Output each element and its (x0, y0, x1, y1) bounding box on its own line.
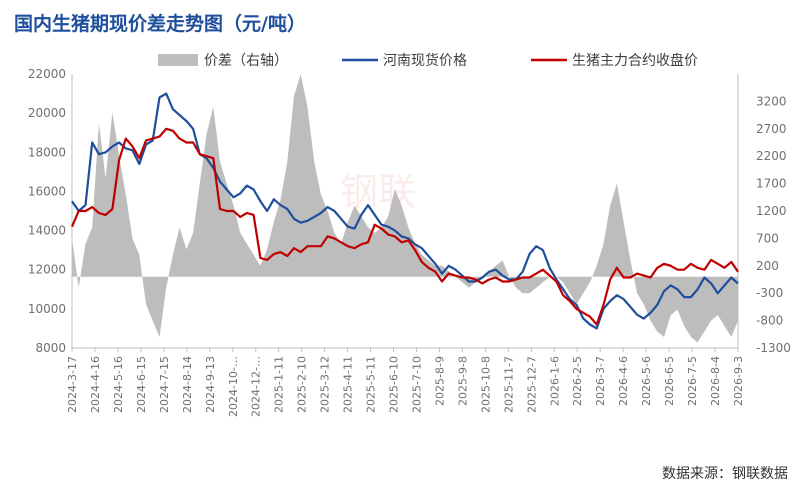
right-tick-label: 2700 (756, 122, 787, 136)
source-note: 数据来源：钢联数据 (662, 466, 788, 482)
x-tick-label: 2025-3-12 (319, 356, 332, 413)
legend: 价差（右轴） 河南现货价格 生猪主力合约收盘价 (158, 52, 698, 69)
x-tick-label: 2026-3-7 (594, 356, 607, 406)
spread-area (72, 74, 738, 343)
left-tick-label: 20000 (28, 106, 66, 120)
right-tick-label: 700 (756, 231, 779, 245)
x-tick-label: 2026-8-4 (709, 356, 722, 406)
x-tick-label: 2026-9-3 (732, 356, 745, 406)
legend-label-spread: 价差（右轴） (204, 53, 288, 69)
right-tick-label: 200 (756, 259, 779, 273)
x-axis-ticks: 2024-3-17 2024-4-16 2024-5-16 2024-6-15 2024… (66, 348, 745, 417)
x-tick-label: 2025-11-7 (502, 356, 515, 413)
x-tick-label: 2025-7-10 (410, 356, 423, 413)
x-tick-label: 2026-2-5 (571, 356, 584, 406)
chart-title: 国内生猪期现价差走势图（元/吨） (14, 12, 306, 35)
right-tick-label: 1200 (756, 204, 787, 218)
legend-label-spot: 河南现货价格 (383, 52, 467, 69)
spread-area-layer (72, 74, 738, 343)
left-tick-label: 12000 (28, 263, 66, 277)
x-tick-label: 2025-12-7 (525, 356, 538, 413)
right-tick-label: -1300 (756, 341, 791, 355)
left-tick-label: 14000 (28, 224, 66, 238)
x-tick-label: 2024-10-… (227, 356, 240, 417)
x-tick-label: 2024-6-15 (135, 356, 148, 413)
x-tick-label: 2024-4-16 (89, 356, 102, 413)
x-tick-label: 2026-4-6 (617, 356, 630, 406)
x-tick-label: 2025-10-8 (479, 356, 492, 413)
x-tick-label: 2024-7-15 (158, 356, 171, 413)
x-tick-label: 2024-5-16 (112, 356, 125, 413)
x-tick-label: 2024-12-… (250, 356, 263, 417)
price-lines-layer (70, 92, 739, 330)
axes (71, 74, 739, 349)
right-tick-label: 2200 (756, 149, 787, 163)
x-tick-label: 2026-6-5 (663, 356, 676, 406)
x-tick-label: 2024-8-14 (181, 356, 194, 413)
spot-price-line (71, 92, 739, 330)
left-tick-label: 18000 (28, 145, 66, 159)
x-tick-label: 2025-6-10 (388, 356, 401, 413)
legend-label-futures: 生猪主力合约收盘价 (572, 52, 698, 69)
x-tick-label: 2026-1-6 (548, 356, 561, 406)
watermark: 钢联 (340, 170, 416, 214)
right-tick-label: -800 (756, 314, 783, 328)
futures-price-line (70, 127, 739, 326)
left-tick-label: 8000 (35, 341, 66, 355)
right-tick-label: -300 (756, 286, 783, 300)
x-tick-label: 2025-5-11 (365, 356, 378, 413)
legend-swatch-spread (158, 54, 198, 66)
right-tick-label: 3200 (756, 94, 787, 108)
x-tick-label: 2025-8-9 (433, 356, 446, 406)
x-tick-label: 2024-3-17 (66, 356, 79, 413)
x-tick-label: 2026-5-6 (640, 356, 653, 406)
right-axis-ticks: -1300 -800 -300 200 700 1200 1700 2200 2700 3200 (756, 94, 791, 355)
left-tick-label: 22000 (28, 67, 66, 81)
left-tick-label: 10000 (28, 302, 66, 316)
x-tick-label: 2025-4-11 (342, 356, 355, 413)
right-tick-label: 1700 (756, 177, 787, 191)
x-tick-label: 2026-7-5 (686, 356, 699, 406)
left-axis-ticks: 8000 10000 12000 14000 16000 18000 20000 22000 (28, 67, 66, 355)
x-tick-label: 2025-2-10 (296, 356, 309, 413)
x-tick-label: 2025-1-11 (273, 356, 286, 413)
x-tick-label: 2025-9-8 (456, 356, 469, 406)
left-tick-label: 16000 (28, 184, 66, 198)
x-tick-label: 2024-9-13 (204, 356, 217, 413)
